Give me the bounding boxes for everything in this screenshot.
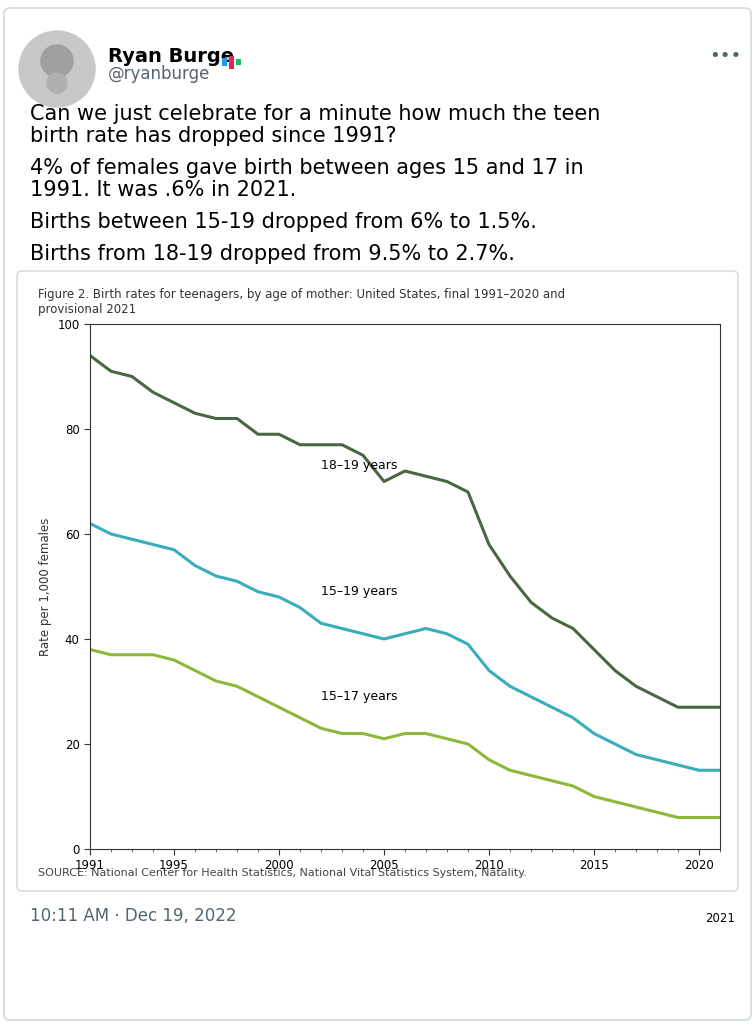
Text: 2021: 2021	[705, 912, 735, 926]
Text: Births from 18-19 dropped from 9.5% to 2.7%.: Births from 18-19 dropped from 9.5% to 2…	[30, 244, 515, 264]
Text: 1991. It was .6% in 2021.: 1991. It was .6% in 2021.	[30, 180, 296, 200]
Text: Ryan Burge: Ryan Burge	[108, 46, 234, 66]
Text: @ryanburge: @ryanburge	[108, 65, 211, 83]
Circle shape	[41, 45, 73, 77]
FancyBboxPatch shape	[17, 271, 738, 891]
Text: •••: •••	[709, 47, 741, 65]
Bar	[236, 59, 241, 65]
Bar	[222, 58, 227, 66]
Text: SOURCE: National Center for Health Statistics, National Vital Statistics System,: SOURCE: National Center for Health Stati…	[38, 868, 527, 878]
Text: Can we just celebrate for a minute how much the teen: Can we just celebrate for a minute how m…	[30, 104, 600, 124]
Text: Figure 2. Birth rates for teenagers, by age of mother: United States, final 1991: Figure 2. Birth rates for teenagers, by …	[38, 288, 565, 316]
Text: 10:11 AM · Dec 19, 2022: 10:11 AM · Dec 19, 2022	[30, 907, 236, 925]
Text: birth rate has dropped since 1991?: birth rate has dropped since 1991?	[30, 126, 396, 146]
Y-axis label: Rate per 1,000 females: Rate per 1,000 females	[39, 517, 52, 655]
Circle shape	[47, 73, 67, 93]
Text: 4% of females gave birth between ages 15 and 17 in: 4% of females gave birth between ages 15…	[30, 158, 584, 178]
Text: 18–19 years: 18–19 years	[321, 459, 397, 472]
FancyBboxPatch shape	[4, 8, 751, 1020]
Text: 15–17 years: 15–17 years	[321, 690, 397, 703]
Text: Births between 15-19 dropped from 6% to 1.5%.: Births between 15-19 dropped from 6% to …	[30, 212, 537, 232]
Circle shape	[19, 31, 95, 106]
Text: 15–19 years: 15–19 years	[321, 586, 397, 598]
Bar	[229, 55, 234, 69]
